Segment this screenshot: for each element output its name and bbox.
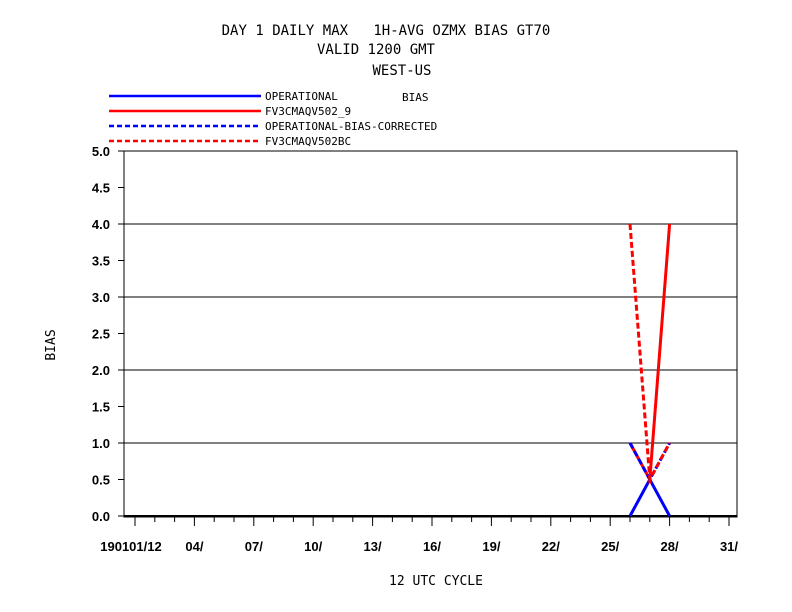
series-line — [628, 476, 671, 517]
y-tick-label: 0.0 — [92, 509, 110, 524]
y-tick-label: 5.0 — [92, 144, 110, 159]
x-tick-label: 16/ — [423, 539, 441, 554]
chart-title: DAY 1 DAILY MAX 1H-AVG OZMX BIAS GT70 VA… — [222, 23, 551, 79]
x-tick-label: 04/ — [185, 539, 203, 554]
y-tick-label: 2.5 — [92, 327, 110, 342]
legend-label: FV3CMAQV502BC — [265, 135, 351, 148]
legend-label: FV3CMAQV502_9 — [265, 105, 351, 118]
series-lines — [628, 223, 672, 517]
y-tick-label: 3.5 — [92, 254, 110, 269]
x-tick-label: 31/ — [720, 539, 738, 554]
x-tick-label: 10/ — [304, 539, 322, 554]
plot-frame — [123, 150, 738, 518]
y-tick-label: 4.0 — [92, 217, 110, 232]
title-line-1: DAY 1 DAILY MAX 1H-AVG OZMX BIAS GT70 — [222, 23, 551, 39]
x-axis-label: 12 UTC CYCLE — [389, 574, 483, 589]
y-tick-label: 4.5 — [92, 181, 110, 196]
y-tick-label: 3.0 — [92, 290, 110, 305]
y-tick-label: 2.0 — [92, 363, 110, 378]
x-tick-label: 22/ — [542, 539, 560, 554]
x-tick-label: 13/ — [364, 539, 382, 554]
title-line-2: VALID 1200 GMT — [317, 42, 436, 58]
series-line — [628, 223, 671, 485]
x-tick-label: 25/ — [601, 539, 619, 554]
legend-title: BIAS — [402, 91, 429, 104]
x-tick-label: 07/ — [245, 539, 263, 554]
x-tick-label: 190101/12 — [100, 539, 161, 554]
x-tick-label: 19/ — [482, 539, 500, 554]
title-line-3: WEST-US — [372, 63, 431, 79]
y-tick-label: 1.0 — [92, 436, 110, 451]
series-line — [628, 223, 672, 485]
legend: OPERATIONAL FV3CMAQV502_9 OPERATIONAL-BIAS… — [109, 90, 437, 148]
x-axis: 190101/12 04/07/10/13/16/19/22/25/28/31/ — [100, 517, 738, 554]
y-tick-label: 1.5 — [92, 400, 110, 415]
x-tick-label: 28/ — [661, 539, 679, 554]
y-axis-label: BIAS — [44, 329, 59, 360]
legend-label: OPERATIONAL-BIAS-CORRECTED — [265, 120, 437, 133]
y-tick-label: 0.5 — [92, 473, 110, 488]
legend-label: OPERATIONAL — [265, 90, 338, 103]
y-axis: 0.0 0.5 1.0 1.5 2.0 2.5 3.0 3.5 4.0 4.5 5.0 — [92, 144, 124, 524]
